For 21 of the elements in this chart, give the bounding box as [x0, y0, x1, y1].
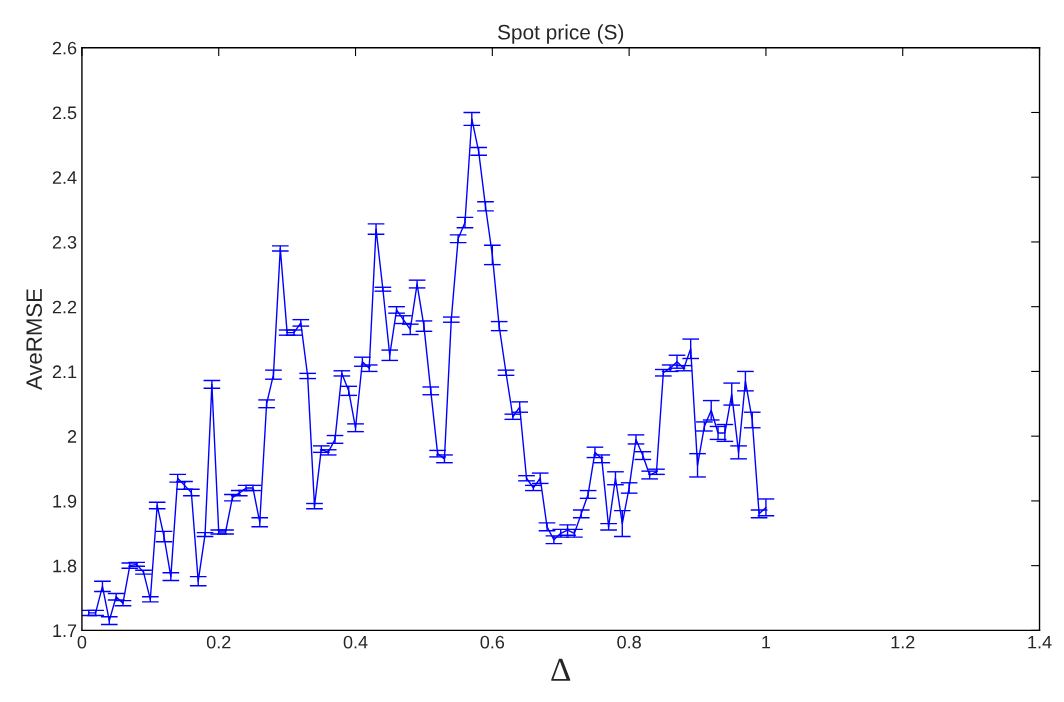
x-tick-label: 0.6: [480, 635, 505, 649]
y-tick-label: 2.2: [52, 300, 77, 314]
chart-title: Spot price (S): [498, 24, 624, 44]
y-tick-label: 2: [67, 430, 77, 443]
y-tick-label: 2.5: [52, 106, 77, 120]
y-tick-label: 2.1: [52, 365, 77, 378]
y-tick-label: 1.8: [53, 559, 77, 573]
x-tick-label: 1.2: [891, 635, 915, 649]
x-axis-title: Δ: [551, 658, 571, 681]
y-axis-title: AveRMSE: [26, 288, 43, 391]
x-tick-label: 0.4: [343, 635, 368, 649]
y-tick-label: 2.4: [52, 171, 77, 184]
x-tick-label: 0.8: [617, 635, 641, 649]
x-tick-label: 0: [77, 635, 87, 649]
x-tick-label: 0.2: [206, 635, 231, 649]
y-tick-label: 2.3: [52, 235, 77, 249]
x-tick-label: 1: [762, 635, 771, 649]
x-tick-label: 1.4: [1028, 635, 1052, 649]
y-tick-label: 1.7: [53, 624, 77, 637]
y-tick-label: 1.9: [53, 494, 77, 508]
y-tick-label: 2.6: [52, 41, 77, 55]
